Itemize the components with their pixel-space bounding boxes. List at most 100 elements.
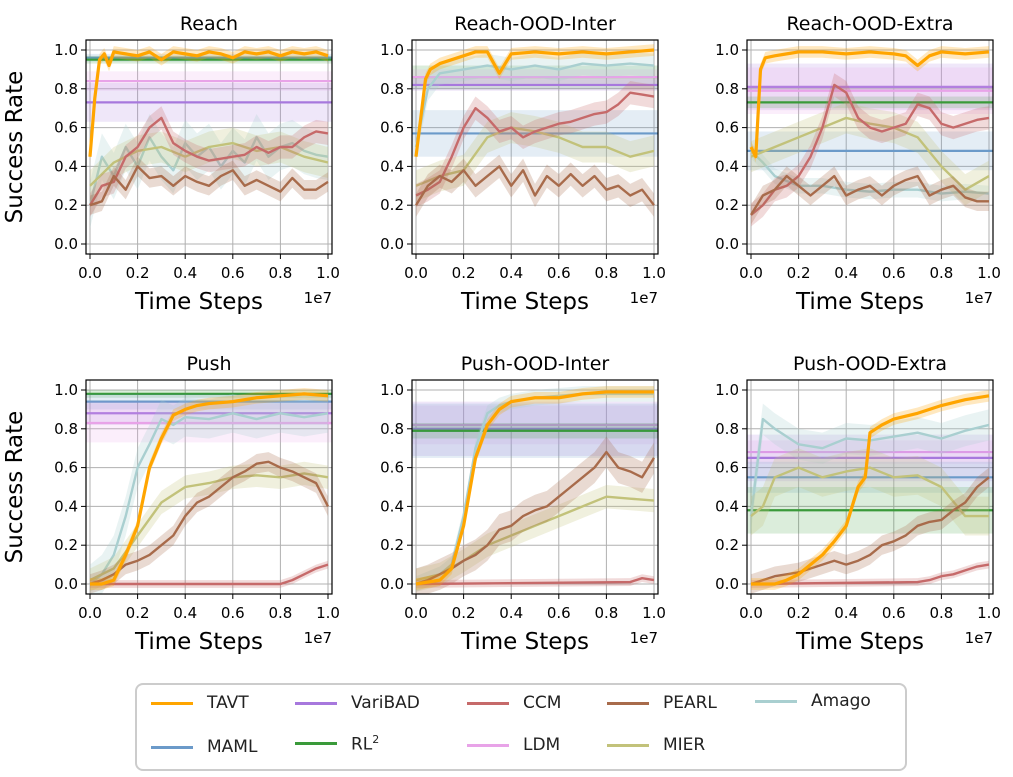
y-tick-label: 0.0 bbox=[54, 575, 78, 593]
panel-title: Reach-OOD-Inter bbox=[454, 13, 616, 35]
y-tick-label: 0.2 bbox=[715, 196, 739, 214]
legend-label-maml: MAML bbox=[207, 737, 258, 757]
x-tick-label: 0.2 bbox=[452, 604, 476, 622]
legend-item-tavt: TAVT bbox=[151, 693, 249, 713]
y-tick-label: 0.8 bbox=[54, 80, 78, 98]
x-axis-label: Time Steps bbox=[795, 629, 924, 655]
x-axis-exponent: 1e7 bbox=[630, 629, 658, 647]
x-tick-label: 0.0 bbox=[404, 604, 428, 622]
x-tick-label: 0.6 bbox=[221, 604, 245, 622]
y-tick-label: 0.6 bbox=[715, 459, 739, 477]
panel-5: Push-OOD-Inter 0.00.0 0.2 0.2 0.4 0.4 0.6 0.6 0.… bbox=[380, 353, 666, 655]
x-tick-label: 0.8 bbox=[268, 604, 292, 622]
series-ccm bbox=[88, 116, 329, 206]
x-tick-label: 0.2 bbox=[452, 264, 476, 282]
x-axis-exponent: 1e7 bbox=[304, 289, 332, 307]
legend-swatch-amago bbox=[755, 699, 797, 703]
plot-area bbox=[86, 46, 332, 229]
x-axis-exponent: 1e7 bbox=[965, 289, 993, 307]
x-tick-label: 0.8 bbox=[929, 264, 953, 282]
series-tavt bbox=[749, 50, 990, 159]
y-axis-label: Success Rate bbox=[2, 411, 28, 564]
legend-swatch-maml bbox=[151, 745, 193, 749]
x-tick-label: 0.8 bbox=[929, 604, 953, 622]
y-tick-label: 0.0 bbox=[380, 575, 404, 593]
x-tick-label: 1.0 bbox=[642, 264, 666, 282]
band-pearl bbox=[751, 467, 989, 594]
band-pearl bbox=[751, 166, 989, 225]
series-tavt bbox=[415, 390, 654, 586]
band-pearl bbox=[416, 154, 654, 217]
band-amago bbox=[416, 386, 654, 592]
x-tick-label: 0.6 bbox=[221, 264, 245, 282]
series-pearl bbox=[749, 174, 989, 216]
panel-title: Push-OOD-Inter bbox=[461, 353, 610, 375]
band-mier bbox=[416, 485, 654, 592]
band-mier bbox=[90, 127, 328, 202]
band-mier bbox=[751, 102, 989, 206]
x-tick-label: 0.0 bbox=[404, 264, 428, 282]
legend-swatch-mier bbox=[607, 743, 649, 747]
x-tick-label: 0.4 bbox=[499, 604, 523, 622]
legend: TAVT VariBAD CCM PEARL Amago MAML RL2 LD… bbox=[135, 683, 907, 771]
plot-area bbox=[86, 388, 332, 594]
band-ccm bbox=[751, 73, 989, 227]
series-mier bbox=[750, 466, 989, 518]
x-tick-label: 0.4 bbox=[834, 264, 858, 282]
series-ccm bbox=[415, 91, 655, 197]
series-tavt bbox=[90, 392, 329, 586]
x-tick-label: 0.2 bbox=[126, 264, 150, 282]
y-tick-label: 0.4 bbox=[54, 497, 78, 515]
y-tick-label: 1.0 bbox=[54, 381, 78, 399]
y-tick-label: 0.6 bbox=[54, 459, 78, 477]
series-ccm bbox=[415, 576, 655, 586]
x-tick-label: 0.2 bbox=[787, 264, 811, 282]
band-mier bbox=[416, 112, 654, 202]
legend-item-ccm: CCM bbox=[467, 693, 561, 713]
axes-frame bbox=[411, 39, 659, 255]
panel-4: Push 0.00.0 0.2 0.2 0.4 0.4 0.6 0.6 0.8 0.8 1.0 1.0… bbox=[2, 353, 340, 655]
y-tick-label: 0.2 bbox=[380, 196, 404, 214]
band-tavt bbox=[90, 46, 328, 163]
x-tick-label: 1.0 bbox=[316, 604, 340, 622]
y-tick-label: 0.2 bbox=[380, 536, 404, 554]
y-tick-label: 1.0 bbox=[380, 381, 404, 399]
legend-label-varibad: VariBAD bbox=[351, 693, 420, 713]
axes-frame bbox=[746, 379, 994, 595]
x-tick-label: 1.0 bbox=[316, 264, 340, 282]
legend-item-varibad: VariBAD bbox=[295, 693, 420, 713]
y-tick-label: 0.4 bbox=[715, 497, 739, 515]
axes-frame bbox=[85, 39, 333, 255]
plot-area bbox=[747, 46, 993, 227]
panel-6: Push-OOD-Extra 0.00.0 0.2 0.2 0.4 0.4 0.6 0.6 0.… bbox=[715, 353, 1001, 655]
legend-swatch-ldm bbox=[467, 743, 509, 747]
y-tick-label: 0.0 bbox=[380, 235, 404, 253]
x-tick-label: 1.0 bbox=[977, 604, 1001, 622]
axes-frame bbox=[746, 39, 994, 255]
x-tick-label: 0.6 bbox=[547, 264, 571, 282]
series-mier bbox=[750, 116, 990, 191]
y-tick-label: 0.6 bbox=[380, 459, 404, 477]
x-axis-exponent: 1e7 bbox=[630, 289, 658, 307]
legend-item-pearl: PEARL bbox=[607, 693, 717, 713]
legend-swatch-pearl bbox=[607, 701, 649, 705]
x-tick-label: 0.4 bbox=[499, 264, 523, 282]
x-tick-label: 0.2 bbox=[126, 604, 150, 622]
y-tick-label: 1.0 bbox=[54, 41, 78, 59]
series-amago bbox=[414, 62, 655, 148]
figure: Reach0.00.00.20.20.40.40.60.60.80.81.01.… bbox=[2, 13, 1001, 655]
x-axis-label: Time Steps bbox=[134, 629, 263, 655]
legend-swatch-rl2 bbox=[295, 742, 337, 746]
x-axis-label: Time Steps bbox=[134, 289, 263, 315]
series-tavt bbox=[751, 394, 990, 586]
plot-area bbox=[412, 386, 658, 594]
series-pearl bbox=[414, 165, 655, 206]
legend-label-ccm: CCM bbox=[523, 693, 562, 713]
x-tick-label: 0.0 bbox=[78, 264, 102, 282]
band-tavt bbox=[416, 44, 654, 163]
band-ccm bbox=[90, 560, 328, 588]
series-pearl bbox=[750, 476, 990, 586]
series-amago bbox=[89, 412, 329, 585]
y-tick-label: 0.8 bbox=[380, 420, 404, 438]
y-tick-label: 0.2 bbox=[54, 536, 78, 554]
